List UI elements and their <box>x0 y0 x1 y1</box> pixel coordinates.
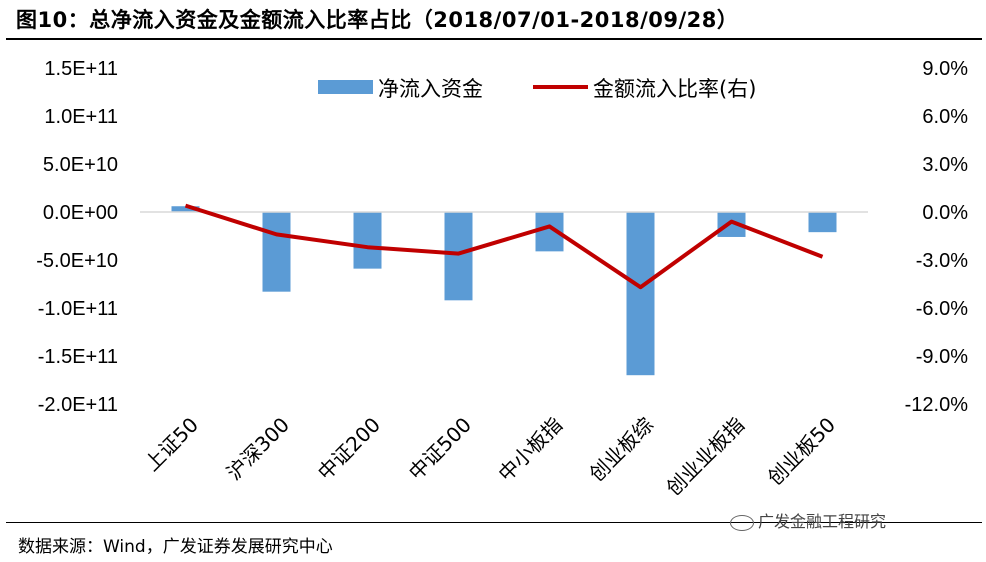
right-tick-label: 9.0% <box>922 58 968 80</box>
bar <box>444 212 473 301</box>
bar-series <box>171 206 837 376</box>
category-label: 创业板综 <box>584 413 658 487</box>
right-tick-label: -12.0% <box>905 394 969 416</box>
right-axis-ticks: 9.0% 6.0% 3.0% 0.0% -3.0% -6.0% -9.0% -12.0% <box>905 58 969 416</box>
right-tick-label: 3.0% <box>922 154 968 176</box>
legend-bar-label: 净流入资金 <box>378 77 483 101</box>
bar <box>353 212 382 269</box>
footer-rule <box>6 522 982 523</box>
right-tick-label: 0.0% <box>922 202 968 224</box>
category-labels: 上证50 沪深300 中证200 中证500 中小板指 创业板综 创业业板指 创业板50 <box>140 413 840 501</box>
right-tick-label: -9.0% <box>916 346 968 368</box>
category-label: 中证500 <box>404 413 476 485</box>
bar <box>262 212 291 292</box>
figure-title: 图10：总净流入资金及金额流入比率占比（2018/07/01-2018/09/2… <box>16 8 739 32</box>
combo-chart: 1.5E+11 1.0E+11 5.0E+10 0.0E+00 -5.0E+10 -1.0… <box>36 58 969 501</box>
category-label: 上证50 <box>140 413 203 476</box>
bar <box>626 212 655 376</box>
left-tick-label: -5.0E+10 <box>36 250 118 272</box>
right-tick-label: -6.0% <box>916 298 968 320</box>
category-label: 中证200 <box>313 413 385 485</box>
left-tick-label: 1.5E+11 <box>44 58 118 80</box>
left-axis-ticks: 1.5E+11 1.0E+11 5.0E+10 0.0E+00 -5.0E+10 -1.0… <box>36 58 118 416</box>
left-tick-label: 5.0E+10 <box>43 154 118 176</box>
ratio-line <box>184 203 824 290</box>
category-label: 创业板50 <box>763 413 840 490</box>
line-series <box>184 203 824 290</box>
left-tick-label: 0.0E+00 <box>43 202 118 224</box>
legend: 净流入资金 金额流入比率(右) <box>318 77 756 101</box>
wechat-icon <box>730 514 754 531</box>
legend-bar-swatch <box>318 80 373 94</box>
title-rule <box>6 38 982 40</box>
left-tick-label: 1.0E+11 <box>44 106 118 128</box>
category-label: 中小板指 <box>493 413 567 487</box>
source-note: 数据来源：Wind，广发证券发展研究中心 <box>18 537 333 557</box>
bar <box>171 206 200 212</box>
bar <box>808 212 837 233</box>
watermark-text: 广发金融工程研究 <box>758 512 887 531</box>
legend-line-label: 金额流入比率(右) <box>593 77 756 101</box>
left-tick-label: -1.5E+11 <box>38 346 118 368</box>
right-tick-label: -3.0% <box>916 250 968 272</box>
left-tick-label: -2.0E+11 <box>38 394 118 416</box>
watermark: 广发金融工程研究 <box>730 508 886 532</box>
left-tick-label: -1.0E+11 <box>38 298 118 320</box>
right-tick-label: 6.0% <box>922 106 968 128</box>
category-label: 创业业板指 <box>661 413 749 501</box>
category-label: 沪深300 <box>222 413 294 485</box>
